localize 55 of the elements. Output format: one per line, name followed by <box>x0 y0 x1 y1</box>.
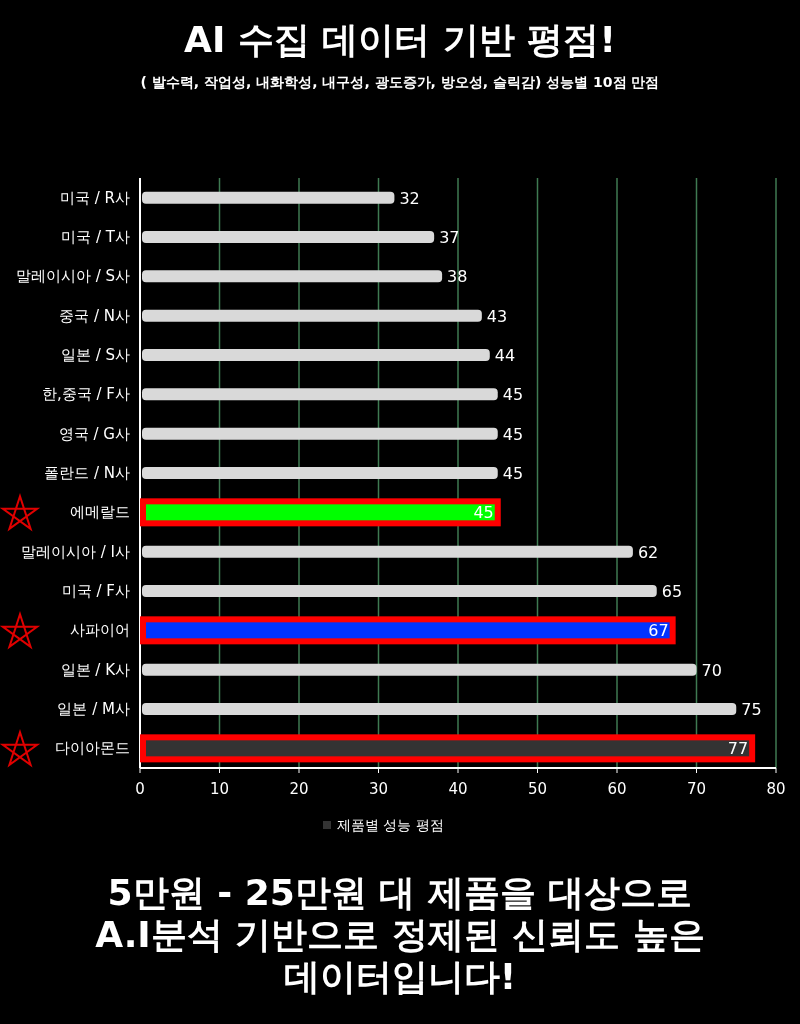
y-tick-label: 폴란드 / N사 <box>44 464 130 482</box>
y-tick-label: 중국 / N사 <box>59 306 130 325</box>
x-tick-label: 10 <box>209 780 230 798</box>
x-tick-label: 20 <box>289 780 309 798</box>
y-tick-label: 사파이어 <box>70 621 130 640</box>
y-tick-label: 에메랄드 <box>70 503 130 522</box>
x-tick-label: 30 <box>368 780 389 798</box>
y-tick-label: 한,중국 / F사 <box>42 385 130 404</box>
bar <box>142 545 633 558</box>
data-label: 65 <box>661 582 683 601</box>
data-label: 75 <box>741 700 762 719</box>
y-tick-label: 말레이시아 / I사 <box>20 542 130 561</box>
data-label: 67 <box>648 621 669 641</box>
y-tick-label: 미국 / T사 <box>61 228 130 246</box>
y-tick-label: 일본 / S사 <box>60 346 130 364</box>
data-label: 45 <box>502 385 524 405</box>
data-label: 38 <box>447 267 468 287</box>
bar <box>142 191 395 204</box>
data-label: 70 <box>701 660 722 680</box>
bar <box>142 585 657 597</box>
data-label: 45 <box>473 503 494 523</box>
x-tick-label: 50 <box>527 780 548 798</box>
data-label: 45 <box>502 464 524 483</box>
chart-title: AI 수집 데이터 기반 평점! <box>184 19 616 60</box>
chart-subtitle: ( 발수력, 작업성, 내화학성, 내구성, 광도증가, 방오성, 슬릭감) 성능별 10점 만점 <box>140 74 660 90</box>
data-label: 37 <box>439 228 460 247</box>
bar <box>142 703 737 715</box>
bar <box>142 663 697 676</box>
y-tick-label: 일본 / K사 <box>60 660 130 679</box>
x-tick-label: 70 <box>686 780 707 798</box>
y-tick-label: 말레이시아 / S사 <box>15 267 130 286</box>
data-label: 32 <box>399 188 420 208</box>
y-tick-label: 영국 / G사 <box>58 424 130 443</box>
data-label: 44 <box>494 346 516 365</box>
bar <box>142 427 498 440</box>
y-tick-label: 미국 / R사 <box>59 188 130 207</box>
y-tick-label: 미국 / F사 <box>61 582 130 600</box>
x-tick-label: 0 <box>135 780 145 798</box>
data-label: 45 <box>502 424 524 444</box>
y-tick-label: 일본 / M사 <box>57 700 130 718</box>
bar <box>142 349 490 361</box>
bar <box>142 231 435 243</box>
y-tick-label: 다이아몬드 <box>55 739 130 758</box>
x-tick-label: 60 <box>607 780 627 798</box>
bar <box>142 388 498 401</box>
legend: 제품별 성능 평점 <box>323 817 444 833</box>
bar <box>142 309 482 322</box>
data-label: 43 <box>486 306 508 326</box>
data-label: 77 <box>727 739 749 759</box>
bar <box>142 270 443 283</box>
text: 5만원 - 25만원 대 제품을 대상으로 A.I분석 기반으로 정제된 신뢰도 높은 데이터입니다! <box>94 872 706 998</box>
x-tick-label: 40 <box>448 780 468 798</box>
bar <box>142 467 498 479</box>
x-tick-label: 80 <box>766 780 786 798</box>
data-label: 62 <box>637 542 659 562</box>
